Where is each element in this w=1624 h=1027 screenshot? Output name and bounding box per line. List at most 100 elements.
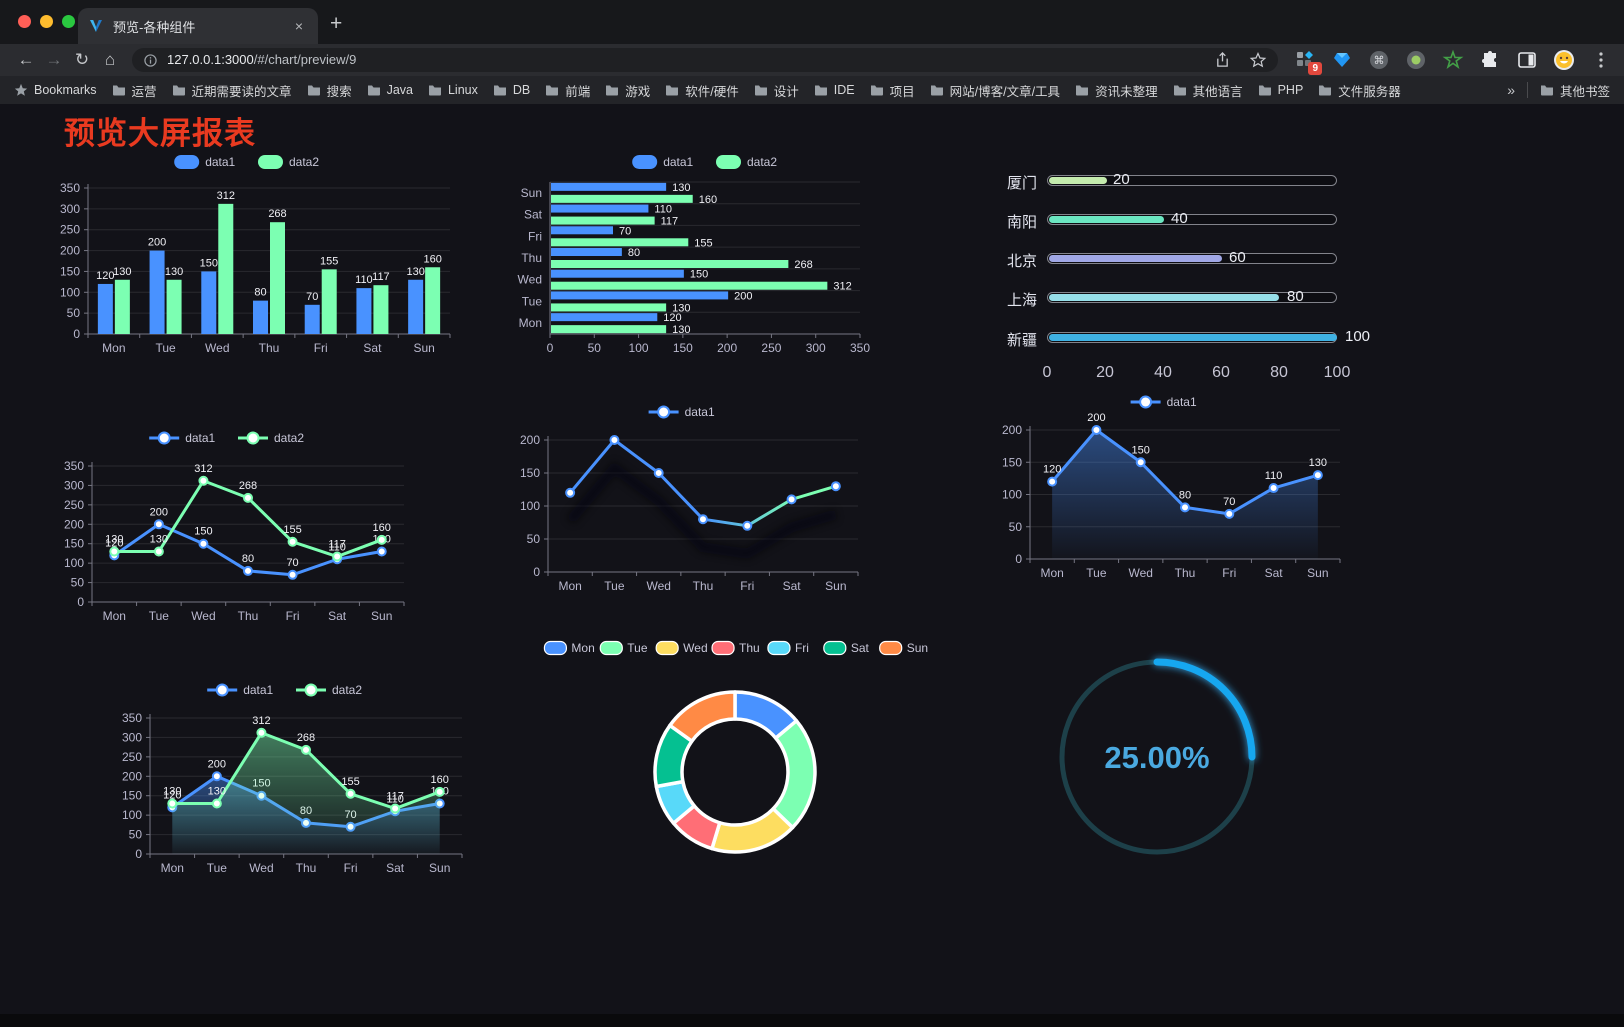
svg-text:Thu: Thu: [1175, 566, 1196, 580]
svg-text:268: 268: [794, 259, 812, 271]
svg-text:Sat: Sat: [386, 861, 405, 875]
svg-text:Sun: Sun: [1307, 566, 1328, 580]
progress-bar-chart[interactable]: 厦门 20 南阳 40 北京 60 上海 80 新疆 100 0 20 40 60 80 100: [985, 154, 1391, 392]
svg-text:120: 120: [96, 270, 114, 282]
svg-text:117: 117: [661, 216, 679, 228]
gem-extension-icon[interactable]: [1331, 49, 1353, 71]
svg-text:data1: data1: [1167, 395, 1197, 409]
line-area-chart[interactable]: data1 data2 0 50 100 150 200 250 300 350 Mon Tue Wed…: [98, 672, 476, 894]
svg-text:350: 350: [850, 341, 870, 355]
address-bar[interactable]: 127.0.0.1:3000/#/chart/preview/9: [132, 48, 1278, 72]
progress-row: 上海 80: [985, 288, 1391, 309]
bookmark-folder[interactable]: 设计: [754, 81, 799, 100]
extension-grid-icon[interactable]: 9: [1294, 49, 1322, 75]
two-line-chart[interactable]: data1 data2 0 50 100 150 200 250 300 350 Mon Tue Wed…: [40, 420, 418, 642]
gradient-line-chart[interactable]: data1 0 50 100 150 200 Mon Tue Wed Thu Fri Sat Sun: [496, 394, 872, 612]
gauge-chart[interactable]: 25.00%: [1048, 648, 1266, 866]
bookmark-folder[interactable]: 前端: [545, 81, 590, 100]
minimize-window-button[interactable]: [40, 15, 53, 28]
svg-text:Fri: Fri: [740, 579, 754, 593]
folder-icon: [493, 85, 506, 96]
svg-text:300: 300: [60, 202, 80, 216]
svg-text:50: 50: [1009, 520, 1023, 534]
svg-text:155: 155: [341, 776, 359, 788]
bookmarks-bar: Bookmarks 运营 近期需要读的文章 搜索 Java Linux DB 前端 游戏 软件/…: [0, 76, 1624, 104]
profile-avatar[interactable]: [1553, 49, 1575, 71]
share-icon[interactable]: [1215, 52, 1230, 68]
svg-text:300: 300: [64, 478, 84, 492]
green-star-extension-icon[interactable]: [1442, 49, 1464, 71]
svg-text:120: 120: [163, 789, 181, 801]
svg-text:155: 155: [694, 237, 712, 249]
tab-close-icon[interactable]: ×: [294, 18, 304, 34]
browser-tab[interactable]: 预览-各种组件 ×: [78, 8, 318, 44]
svg-text:100: 100: [122, 808, 142, 822]
svg-text:Tue: Tue: [604, 579, 625, 593]
svg-text:150: 150: [64, 537, 84, 551]
bookmarks-overflow-chevron[interactable]: »: [1507, 82, 1515, 98]
svg-text:120: 120: [105, 537, 123, 549]
bookmark-folder[interactable]: 网站/博客/文章/工具: [930, 81, 1060, 100]
bookmark-folder[interactable]: IDE: [814, 81, 855, 100]
svg-text:250: 250: [122, 750, 142, 764]
bookmark-folder[interactable]: 搜索: [307, 81, 352, 100]
bookmark-folder[interactable]: 游戏: [605, 81, 650, 100]
progress-track: [1047, 292, 1337, 303]
bookmark-folder[interactable]: DB: [493, 81, 530, 100]
bookmark-folder[interactable]: 软件/硬件: [665, 81, 739, 100]
close-window-button[interactable]: [18, 15, 31, 28]
home-icon[interactable]: ⌂: [104, 50, 116, 69]
svg-text:155: 155: [320, 255, 338, 267]
horizontal-bar-chart[interactable]: data1 data2 0 50 100 150 200 250 300 350 Mon 120 130…: [506, 148, 908, 368]
other-bookmarks-folder[interactable]: 其他书签: [1540, 81, 1610, 100]
svg-text:200: 200: [148, 237, 166, 249]
side-panel-icon[interactable]: [1516, 49, 1538, 71]
svg-text:50: 50: [67, 306, 81, 320]
bookmark-folder[interactable]: Java: [367, 81, 413, 100]
bottom-strip: [0, 1014, 1624, 1027]
progress-fill: [1049, 177, 1107, 184]
recorder-extension-icon[interactable]: [1405, 49, 1427, 71]
svg-text:data1: data1: [685, 405, 715, 419]
svg-text:Wed: Wed: [646, 579, 670, 593]
svg-text:200: 200: [60, 244, 80, 258]
svg-text:100: 100: [60, 285, 80, 299]
bookmarks-manager[interactable]: Bookmarks: [14, 83, 97, 97]
svg-text:Wed: Wed: [518, 273, 542, 287]
bookmark-folder[interactable]: 运营: [112, 81, 157, 100]
bookmark-star-icon[interactable]: [1249, 52, 1267, 68]
maximize-window-button[interactable]: [62, 15, 75, 28]
svg-text:80: 80: [254, 287, 266, 299]
bookmark-folder[interactable]: 项目: [870, 81, 915, 100]
url-host: 127.0.0.1:3000: [167, 52, 254, 67]
reload-icon[interactable]: ↻: [74, 50, 90, 69]
command-extension-icon[interactable]: ⌘: [1368, 49, 1390, 71]
svg-text:130: 130: [113, 266, 131, 278]
url-text: 127.0.0.1:3000/#/chart/preview/9: [167, 51, 356, 69]
svg-text:350: 350: [60, 181, 80, 195]
grouped-bar-chart[interactable]: data1 data2 0 50 100 150 200 250 300 350 Mon Tue Wed…: [38, 148, 460, 368]
donut-chart[interactable]: Mon Tue Wed Thu Fri Sat Sun: [543, 636, 928, 871]
progress-fill: [1049, 294, 1280, 301]
bookmark-folder[interactable]: 文件服务器: [1318, 81, 1401, 100]
browser-menu-icon[interactable]: [1590, 49, 1612, 71]
extensions-puzzle-icon[interactable]: [1479, 49, 1501, 71]
bookmark-folder[interactable]: Linux: [428, 81, 478, 100]
progress-label: 北京: [1006, 253, 1037, 270]
site-info-icon[interactable]: [144, 53, 157, 67]
bookmark-folder[interactable]: PHP: [1258, 81, 1303, 100]
new-tab-button[interactable]: +: [330, 12, 343, 35]
back-icon[interactable]: ←: [17, 50, 35, 69]
svg-text:130: 130: [672, 302, 690, 314]
svg-text:268: 268: [268, 208, 286, 220]
bookmark-folder[interactable]: 近期需要读的文章: [172, 81, 292, 100]
forward-icon[interactable]: →: [45, 50, 63, 69]
folder-icon: [1258, 85, 1271, 96]
bookmark-folder[interactable]: 资讯未整理: [1075, 81, 1158, 100]
area-line-chart[interactable]: data1 0 50 100 150 200 Mon Tue Wed Thu Fri Sat Sun 12…: [978, 384, 1354, 599]
svg-text:Mon: Mon: [1040, 566, 1063, 580]
svg-text:312: 312: [217, 190, 235, 202]
bookmark-folder[interactable]: 其他语言: [1173, 81, 1243, 100]
folder-icon: [112, 85, 125, 96]
svg-text:130: 130: [208, 785, 226, 797]
